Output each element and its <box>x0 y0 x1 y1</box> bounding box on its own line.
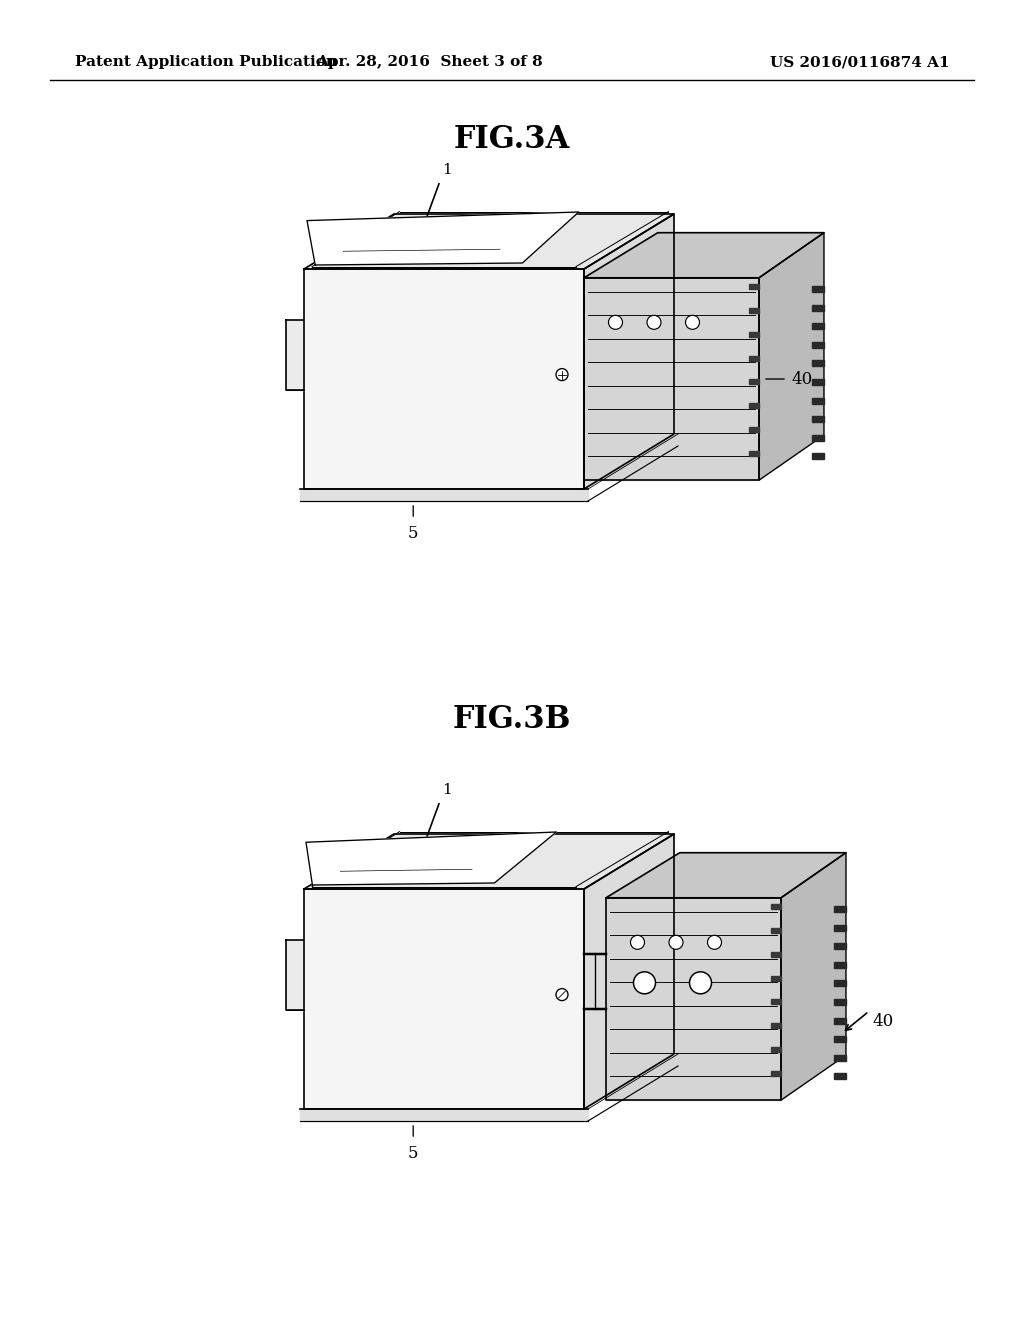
Polygon shape <box>304 834 674 888</box>
Polygon shape <box>750 379 759 384</box>
Polygon shape <box>307 213 579 265</box>
Polygon shape <box>781 853 846 1100</box>
Polygon shape <box>286 940 304 1010</box>
Polygon shape <box>834 924 846 931</box>
Circle shape <box>708 936 722 949</box>
Polygon shape <box>771 975 780 981</box>
Circle shape <box>634 972 655 994</box>
Polygon shape <box>584 834 674 1109</box>
Polygon shape <box>812 286 824 292</box>
Polygon shape <box>834 1055 846 1061</box>
Text: FIG.3B: FIG.3B <box>453 705 571 735</box>
Polygon shape <box>300 1109 588 1121</box>
Polygon shape <box>606 898 781 1100</box>
Circle shape <box>669 936 683 949</box>
Polygon shape <box>606 853 846 898</box>
Circle shape <box>608 315 623 329</box>
Polygon shape <box>771 1023 780 1028</box>
Text: 1: 1 <box>442 783 452 797</box>
Text: 40: 40 <box>791 371 812 388</box>
Polygon shape <box>306 832 556 884</box>
Polygon shape <box>812 379 824 385</box>
Polygon shape <box>759 232 824 480</box>
Polygon shape <box>834 999 846 1005</box>
Polygon shape <box>584 232 824 277</box>
Text: FIG.3A: FIG.3A <box>454 124 570 156</box>
Circle shape <box>556 989 568 1001</box>
Polygon shape <box>304 214 674 269</box>
Text: Patent Application Publication: Patent Application Publication <box>75 55 337 69</box>
Polygon shape <box>286 319 304 389</box>
Polygon shape <box>834 981 846 986</box>
Circle shape <box>685 315 699 329</box>
Polygon shape <box>834 1018 846 1023</box>
Polygon shape <box>584 277 759 480</box>
Text: 40: 40 <box>872 1014 893 1031</box>
Polygon shape <box>750 331 759 337</box>
Polygon shape <box>812 454 824 459</box>
Text: 1: 1 <box>442 162 452 177</box>
Polygon shape <box>834 1036 846 1043</box>
Polygon shape <box>812 416 824 422</box>
Text: Apr. 28, 2016  Sheet 3 of 8: Apr. 28, 2016 Sheet 3 of 8 <box>316 55 544 69</box>
Polygon shape <box>771 999 780 1005</box>
Polygon shape <box>812 323 824 329</box>
Polygon shape <box>834 906 846 912</box>
Polygon shape <box>304 888 584 1109</box>
Polygon shape <box>812 342 824 347</box>
Polygon shape <box>750 355 759 360</box>
Polygon shape <box>750 284 759 289</box>
Circle shape <box>647 315 662 329</box>
Polygon shape <box>812 305 824 310</box>
Text: US 2016/0116874 A1: US 2016/0116874 A1 <box>770 55 950 69</box>
Polygon shape <box>771 1071 780 1076</box>
Polygon shape <box>812 397 824 404</box>
Polygon shape <box>300 488 588 502</box>
Polygon shape <box>834 1073 846 1080</box>
Circle shape <box>689 972 712 994</box>
Polygon shape <box>750 404 759 408</box>
Polygon shape <box>750 451 759 455</box>
Polygon shape <box>750 308 759 313</box>
Polygon shape <box>834 942 846 949</box>
Polygon shape <box>834 962 846 968</box>
Polygon shape <box>750 428 759 432</box>
Polygon shape <box>812 360 824 367</box>
Circle shape <box>556 368 568 380</box>
Polygon shape <box>771 928 780 933</box>
Text: 5: 5 <box>408 1144 419 1162</box>
Polygon shape <box>584 214 674 488</box>
Circle shape <box>631 936 644 949</box>
Polygon shape <box>771 904 780 909</box>
Polygon shape <box>812 434 824 441</box>
Text: 5: 5 <box>408 525 419 543</box>
Polygon shape <box>771 952 780 957</box>
Polygon shape <box>771 1047 780 1052</box>
Polygon shape <box>304 269 584 488</box>
